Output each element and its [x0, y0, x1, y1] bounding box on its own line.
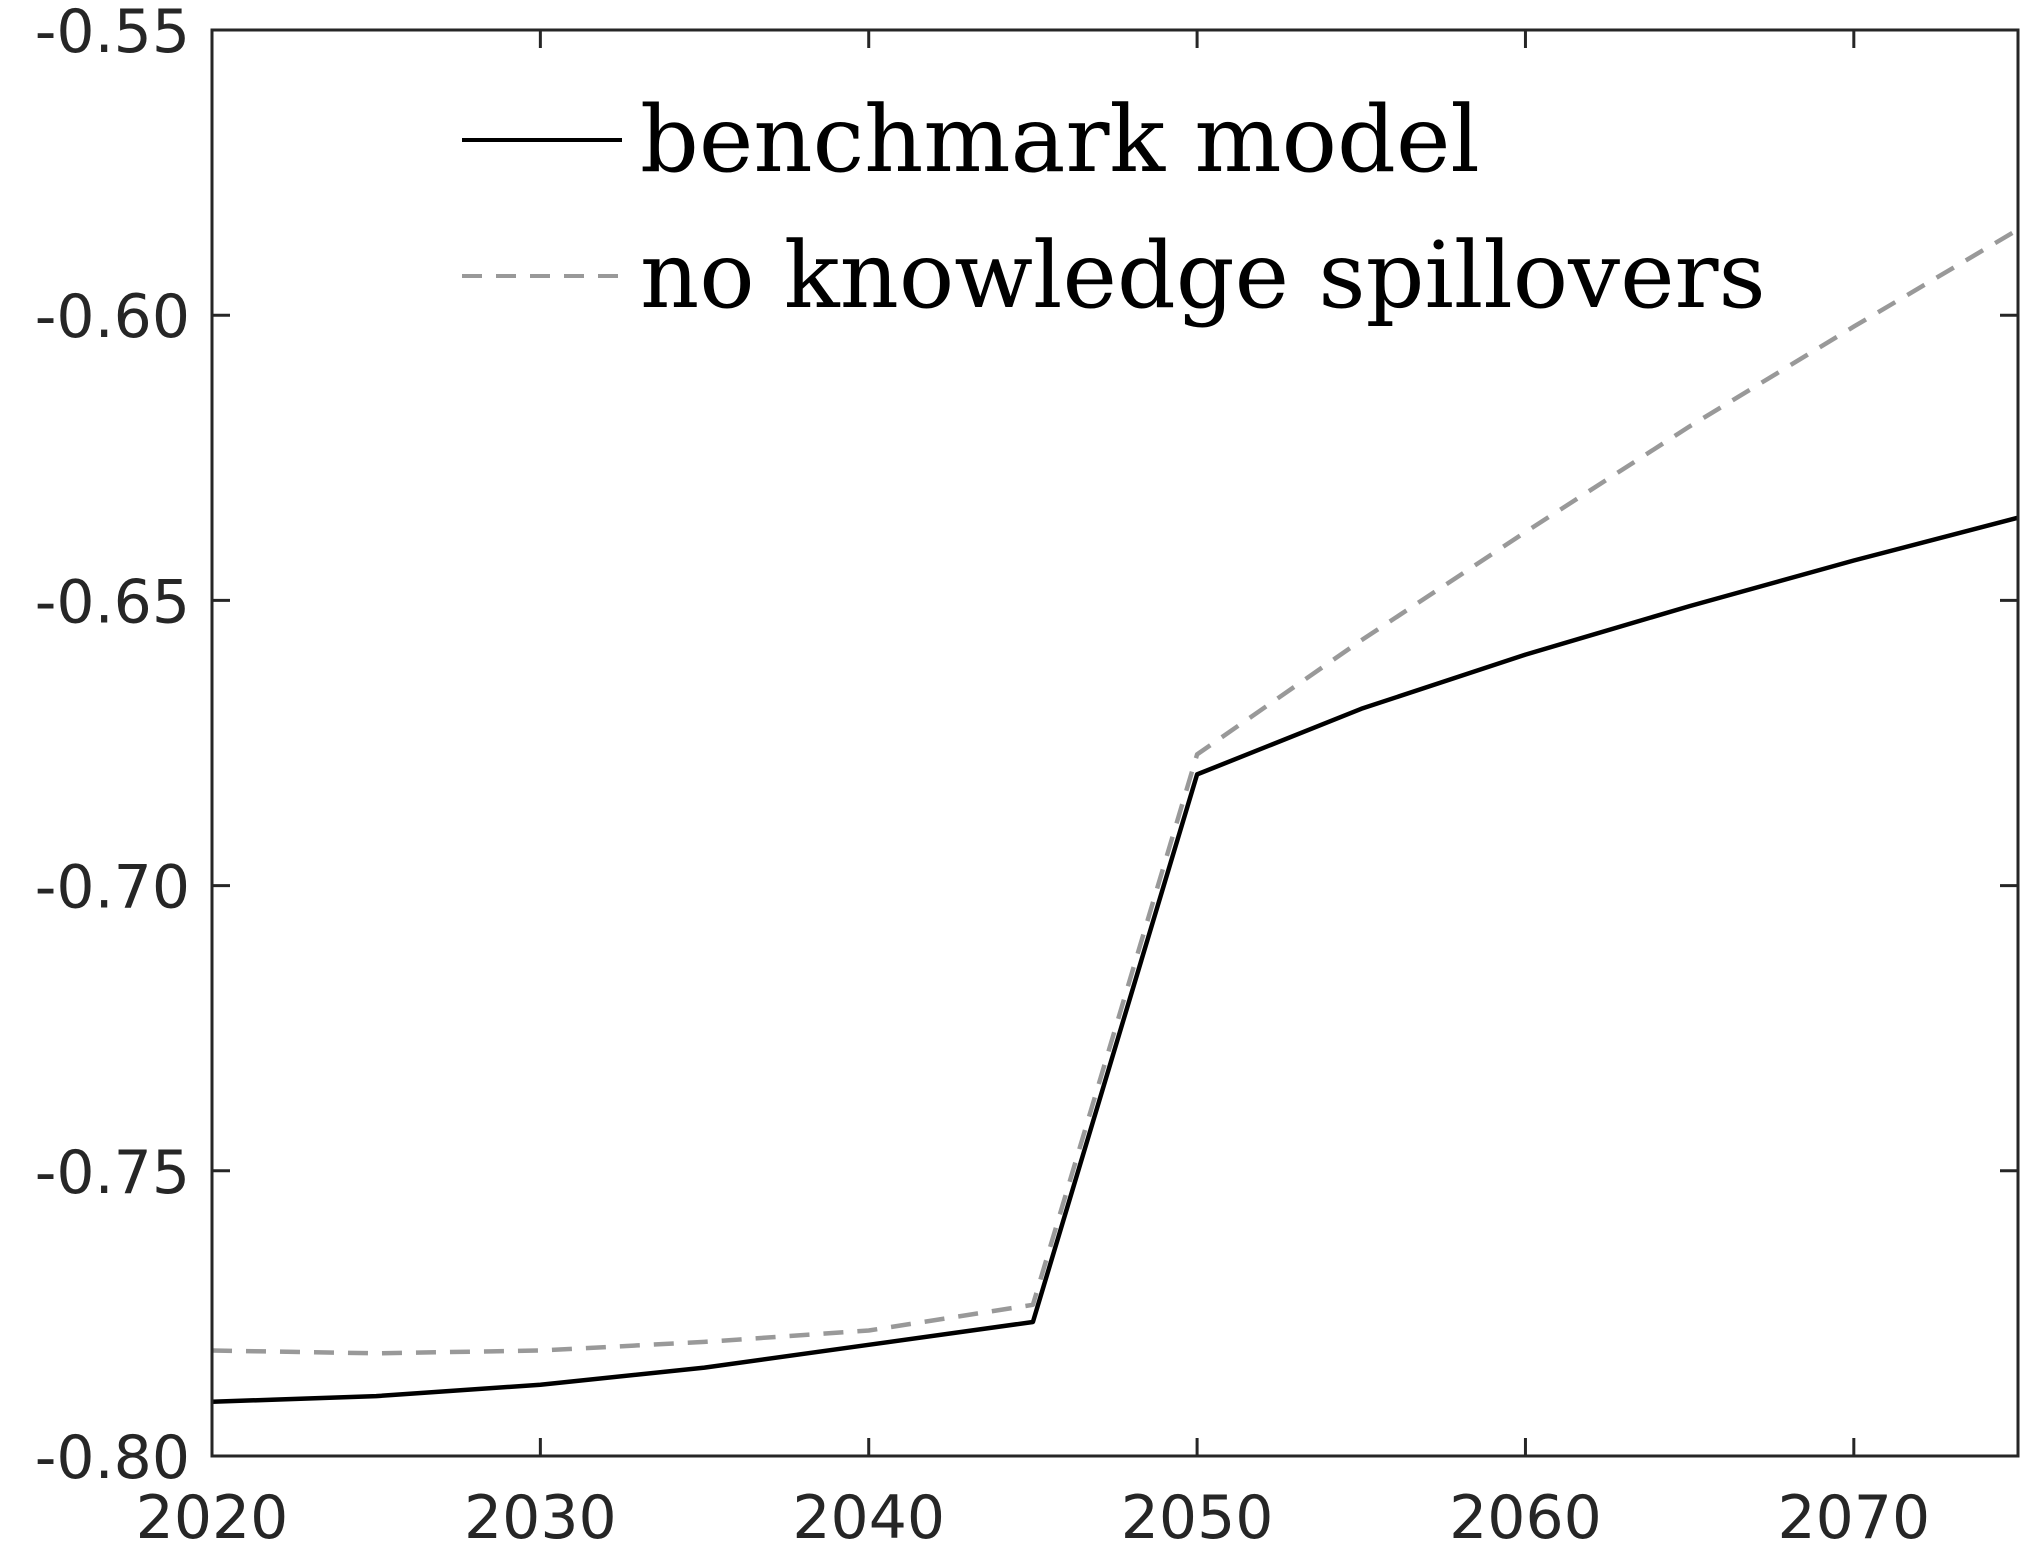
series-layer [211, 227, 2020, 1405]
x-tick-label-2: 2040 [792, 1483, 945, 1553]
x-tick-label-3: 2050 [1121, 1483, 1274, 1553]
y-tick-label-5: -0.55 [35, 0, 190, 67]
legend: benchmark model no knowledge spillovers [462, 86, 1766, 329]
plot-frame [210, 28, 2020, 1458]
x-tick-label-1: 2030 [464, 1483, 617, 1553]
tick-layer: 2020 2030 2040 2050 2060 2070 -0.80 -0.75 -0.70 -… [35, 0, 2018, 1553]
legend-label-benchmark: benchmark model [640, 86, 1480, 193]
x-tick-label-5: 2070 [1777, 1483, 1930, 1553]
y-tick-label-0: -0.80 [35, 1423, 190, 1493]
legend-label-no-spillovers: no knowledge spillovers [640, 222, 1766, 329]
x-tick-label-4: 2060 [1449, 1483, 1602, 1553]
y-tick-label-4: -0.60 [35, 282, 190, 352]
y-tick-label-3: -0.65 [35, 567, 190, 637]
x-tick-label-0: 2020 [136, 1483, 289, 1553]
series-line-0 [211, 515, 2019, 1405]
y-tick-label-2: -0.70 [35, 853, 190, 923]
series-line-1 [211, 227, 2020, 1356]
y-tick-label-1: -0.75 [35, 1138, 190, 1208]
